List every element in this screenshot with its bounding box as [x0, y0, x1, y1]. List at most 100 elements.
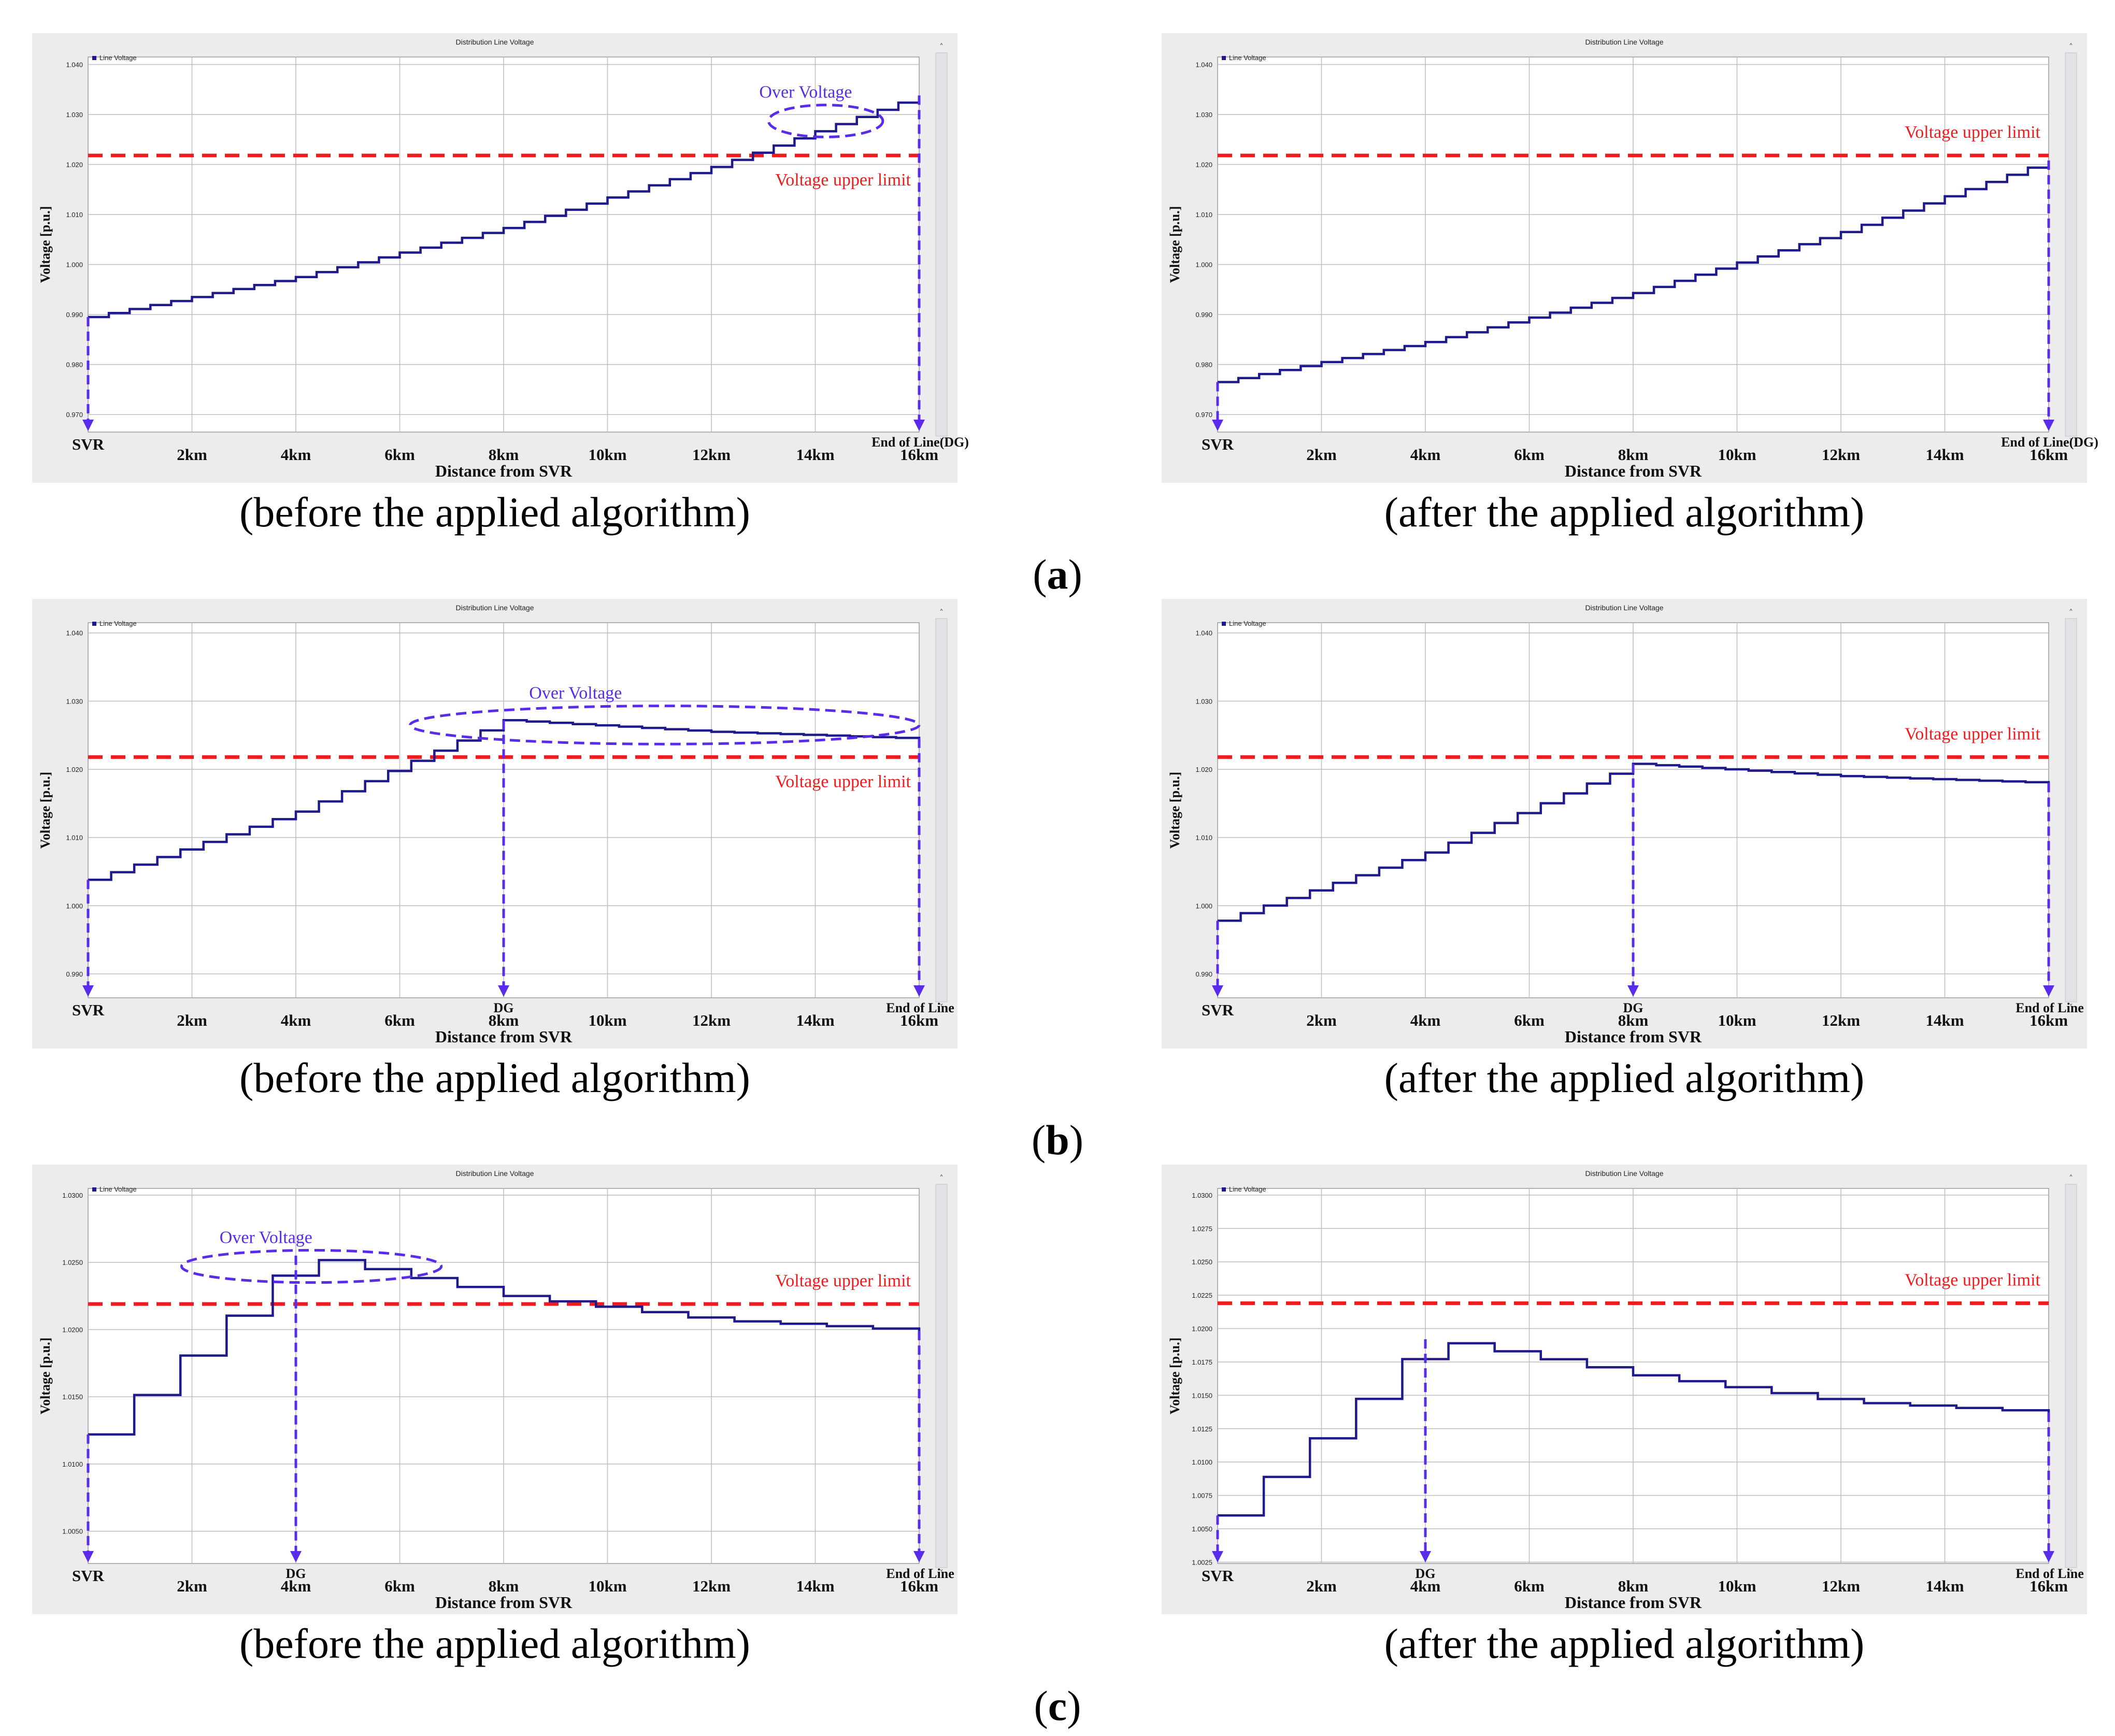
- chart-a-before: Distribution Line Voltage ˄ ˅ Line Voltage 0…: [32, 33, 969, 483]
- x-extra-label: End of Line: [886, 1000, 954, 1015]
- x-tick-label: 16km: [900, 1011, 938, 1029]
- over-voltage-ellipse: [767, 104, 884, 138]
- x-extra-label: End of Line: [2016, 1000, 2084, 1015]
- x-tick-label: 12km: [692, 1011, 731, 1029]
- x-tick-label: SVR: [1202, 435, 1234, 453]
- y-axis-title: Voltage [p.u.]: [38, 772, 53, 849]
- y-axis-title: Voltage [p.u.]: [1167, 1338, 1182, 1415]
- voltage-profile-line: [88, 1259, 921, 1436]
- x-tick-label: 4km: [1410, 1577, 1441, 1595]
- row-label-b: (b): [1031, 1116, 1084, 1164]
- x-tick-label: 2km: [177, 1011, 207, 1029]
- caption-c-before: (before the applied algorithm): [239, 1620, 750, 1667]
- over-voltage-label: Over Voltage: [529, 684, 622, 703]
- y-tick-label: 0.990: [66, 970, 83, 978]
- chart-c-after: Distribution Line Voltage ˄ ˅ Line Voltage 1…: [1162, 1165, 2087, 1614]
- x-tick-label: 6km: [1514, 1011, 1545, 1029]
- y-tick-label: 1.010: [1195, 834, 1212, 842]
- scroll-down-icon: ˅: [2069, 437, 2073, 447]
- scroll-up-icon: ˄: [2069, 608, 2073, 618]
- drop-arrow-head: [290, 1551, 302, 1562]
- y-tick-label: 1.000: [1195, 902, 1212, 910]
- x-tick-label: 4km: [1410, 1011, 1441, 1029]
- drop-arrow-head: [913, 1551, 925, 1562]
- x-tick-label: 12km: [1822, 446, 1860, 464]
- caption-b-before: (before the applied algorithm): [239, 1054, 750, 1101]
- y-tick-label: 1.030: [1195, 697, 1212, 705]
- x-tick-label: 10km: [1718, 1011, 1756, 1029]
- scroll-up-icon: ˄: [2069, 42, 2073, 52]
- y-tick-label: 1.0025: [1192, 1558, 1212, 1566]
- y-tick-label: 1.040: [66, 629, 83, 637]
- x-tick-label: 2km: [1306, 1577, 1337, 1595]
- drop-arrow-head: [1212, 420, 1223, 431]
- x-tick-label: 6km: [1514, 446, 1545, 464]
- chart-title: Distribution Line Voltage: [1585, 38, 1664, 46]
- y-tick-label: 1.0225: [1192, 1292, 1212, 1299]
- y-tick-label: 1.0050: [1192, 1525, 1212, 1533]
- x-tick-label: 10km: [588, 1011, 626, 1029]
- y-tick-label: 1.0125: [1192, 1425, 1212, 1433]
- scrollbar-track: [935, 1184, 948, 1568]
- x-tick-label: SVR: [72, 1567, 105, 1585]
- x-tick-label: 16km: [900, 446, 938, 464]
- y-tick-label: 1.0300: [62, 1192, 83, 1199]
- legend-swatch: [92, 1187, 96, 1192]
- y-tick-label: 0.990: [1195, 970, 1212, 978]
- chart-title: Distribution Line Voltage: [456, 38, 534, 46]
- drop-arrow-head: [498, 985, 509, 997]
- voltage-profile-line: [88, 95, 921, 319]
- y-tick-label: 1.020: [1195, 766, 1212, 773]
- legend-swatch: [92, 56, 96, 60]
- voltage-limit-label: Voltage upper limit: [1905, 123, 2040, 142]
- caption-b-after: (after the applied algorithm): [1384, 1054, 1865, 1101]
- y-tick-label: 1.020: [66, 766, 83, 773]
- scrollbar-track: [935, 52, 948, 437]
- drop-arrow-head: [82, 1551, 94, 1562]
- y-tick-label: 1.040: [1195, 629, 1212, 637]
- x-axis-title: Distance from SVR: [435, 462, 573, 480]
- row-letter-a: a: [1047, 551, 1068, 598]
- voltage-profile-line: [1218, 1342, 2050, 1517]
- x-axis-title: Distance from SVR: [435, 1593, 573, 1612]
- legend-swatch: [1222, 56, 1226, 60]
- x-extra-label: DG: [286, 1566, 306, 1581]
- x-extra-label: End of Line(DG): [2001, 435, 2098, 450]
- y-tick-label: 1.030: [66, 111, 83, 119]
- x-extra-label: End of Line: [2016, 1566, 2084, 1581]
- drop-arrow-head: [1212, 985, 1223, 997]
- voltage-limit-label: Voltage upper limit: [1905, 724, 2040, 743]
- y-tick-label: 0.980: [66, 361, 83, 369]
- legend-swatch: [1222, 622, 1226, 626]
- x-tick-label: 12km: [1822, 1577, 1860, 1595]
- y-tick-label: 1.0250: [62, 1259, 83, 1267]
- x-tick-label: 4km: [281, 446, 311, 464]
- y-axis-title: Voltage [p.u.]: [1167, 206, 1182, 283]
- drop-arrow-head: [2043, 985, 2054, 997]
- x-tick-label: 8km: [489, 1577, 519, 1595]
- chart-b-before: Distribution Line Voltage ˄ ˅ Line Voltage 0…: [32, 599, 958, 1049]
- y-tick-label: 1.0100: [1192, 1458, 1212, 1466]
- drop-arrow-head: [2043, 1551, 2054, 1562]
- x-tick-label: 8km: [489, 1011, 519, 1029]
- y-tick-label: 1.0200: [62, 1326, 83, 1333]
- x-tick-label: 14km: [1925, 1577, 1964, 1595]
- x-tick-label: 10km: [588, 1577, 626, 1595]
- x-extra-label: End of Line: [886, 1566, 954, 1581]
- x-extra-label: DG: [1416, 1566, 1436, 1581]
- x-tick-label: 6km: [384, 1577, 415, 1595]
- legend-swatch: [1222, 1187, 1226, 1192]
- legend-label: Line Voltage: [99, 1185, 137, 1193]
- y-tick-label: 1.010: [66, 211, 83, 219]
- y-tick-label: 1.020: [66, 161, 83, 169]
- row-letter-b: b: [1046, 1116, 1069, 1164]
- y-tick-label: 1.000: [66, 902, 83, 910]
- x-tick-label: 4km: [281, 1011, 311, 1029]
- x-tick-label: 10km: [588, 446, 626, 464]
- x-extra-label: End of Line(DG): [871, 435, 969, 450]
- x-tick-label: 8km: [1618, 1011, 1649, 1029]
- scrollbar-track: [935, 618, 948, 1002]
- x-tick-label: 2km: [1306, 446, 1337, 464]
- y-tick-label: 1.030: [1195, 111, 1212, 119]
